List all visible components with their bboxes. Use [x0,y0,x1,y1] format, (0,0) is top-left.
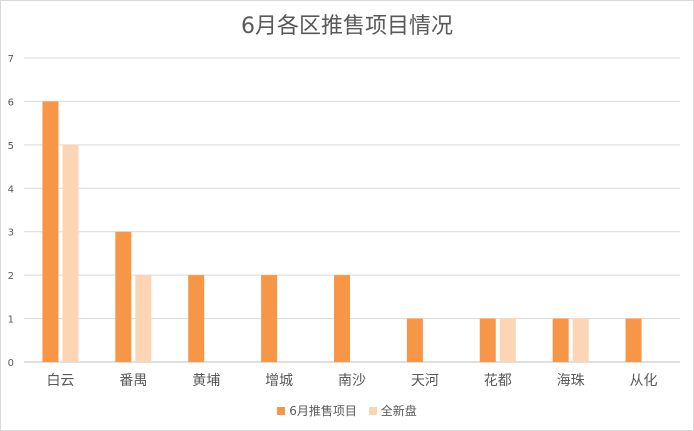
legend: 6月推售项目 全新盘 [0,402,694,419]
bar-series-1 [42,101,59,362]
bar-series-1 [334,275,350,362]
x-axis-categories: 白云 番禺 黄埔 增城 南沙 天河 花都 海珠 从化 [46,372,657,389]
legend-swatch-series-1 [277,406,286,415]
bar-series-2 [572,318,589,362]
x-category-label: 花都 [484,373,512,389]
bar-series-1 [261,275,278,362]
bar-series-2 [499,318,516,362]
legend-item-series-1: 6月推售项目 [277,402,357,419]
chart-title: 6月各区推售项目情况 [241,14,453,39]
bar-series-2 [135,275,152,362]
bar-series-1 [552,318,569,362]
y-tick-label: 4 [8,184,14,195]
bar-series-1 [625,318,642,362]
y-tick-label: 6 [8,97,14,108]
bar-series-1 [115,231,132,362]
x-category-label: 海珠 [557,373,585,389]
bars [42,101,642,362]
gridlines [24,57,680,363]
legend-label-series-1: 6月推售项目 [289,404,357,418]
x-category-label: 增城 [265,373,293,389]
x-category-label: 南沙 [338,373,366,389]
bar-series-1 [406,318,423,362]
y-axis-ticks: 0 1 2 3 4 5 6 7 [8,54,14,369]
bar-series-1 [188,275,205,362]
y-tick-label: 0 [8,358,14,369]
y-tick-label: 1 [8,315,14,326]
x-category-label: 白云 [46,373,74,389]
x-category-label: 番禺 [119,373,147,389]
y-tick-label: 3 [8,228,14,239]
legend-label-series-2: 全新盘 [380,404,417,418]
x-category-label: 天河 [411,373,439,389]
bar-series-2 [62,144,79,362]
x-category-label: 从化 [630,373,658,389]
x-category-label: 黄埔 [192,372,220,389]
y-tick-label: 5 [8,141,14,152]
y-tick-label: 7 [8,54,14,65]
legend-swatch-series-2 [368,406,377,415]
y-tick-label: 2 [8,271,14,282]
legend-item-series-2: 全新盘 [368,402,417,419]
bar-series-1 [479,318,496,362]
